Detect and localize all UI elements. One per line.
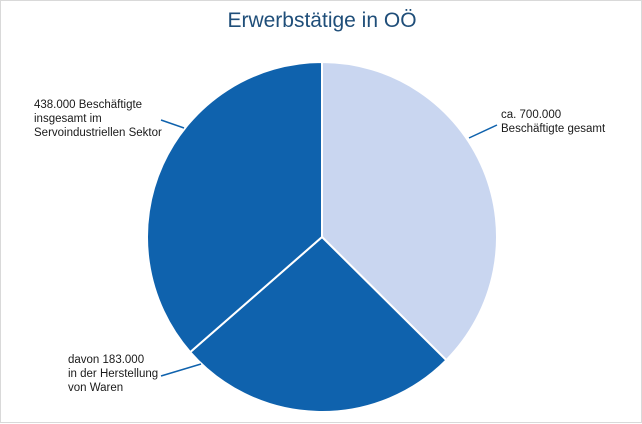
label-total-line-2: Beschäftigte gesamt — [501, 123, 606, 135]
label-total: ca. 700.000 Beschäftigte gesamt — [501, 108, 605, 136]
label-manufacturing: davon 183.000 in der Herstellung von War… — [68, 353, 158, 395]
pie-slice-total — [321, 60, 498, 362]
label-manufacturing-line-2: in der Herstellung — [68, 368, 159, 380]
leader-line-total — [468, 124, 498, 139]
pie-slice-manufacturing — [188, 235, 448, 413]
leader-line-service — [160, 119, 185, 129]
pie-slice-service-other — [146, 60, 323, 354]
leader-line-manufacturing — [160, 363, 202, 377]
label-service-line-3: Servoindustriellen Sektor — [34, 127, 162, 139]
label-total-line-1: ca. 700.000 — [501, 109, 562, 121]
label-manufacturing-line-1: davon 183.000 — [68, 354, 145, 366]
label-service-line-2: insgesamt im — [34, 113, 102, 125]
chart-title: Erwerbstätige in OÖ — [227, 9, 417, 32]
label-service-sector: 438.000 Beschäftigte insgesamt im Servoi… — [34, 98, 162, 140]
label-manufacturing-line-3: von Waren — [68, 382, 124, 394]
label-service-line-1: 438.000 Beschäftigte — [34, 99, 143, 111]
